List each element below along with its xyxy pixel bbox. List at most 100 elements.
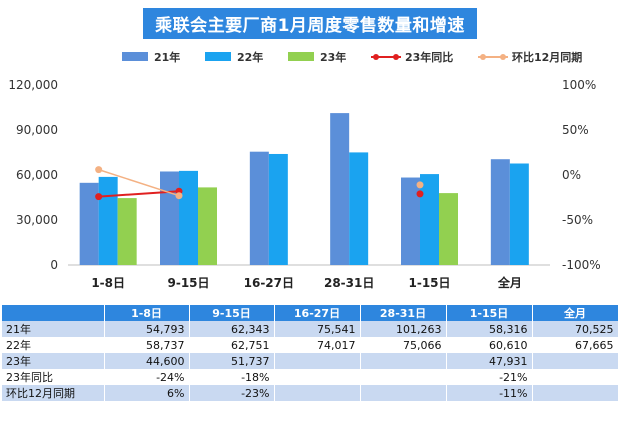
point-环比12月同期-1-8日	[95, 166, 103, 174]
legend-swatch-y21	[122, 52, 148, 61]
x-axis-category-label: 全月	[497, 275, 522, 290]
table-row-label: 环比12月同期	[2, 385, 105, 401]
table-row-label: 22年	[2, 337, 105, 353]
bar-21年-1-15日	[401, 177, 420, 265]
bar-22年-1-8日	[98, 176, 118, 265]
table-cell	[274, 353, 361, 369]
legend-label-mom: 环比12月同期	[512, 50, 582, 64]
bar-21年-28-31日	[330, 113, 350, 265]
bar-23年-1-15日	[439, 193, 458, 265]
table-cell: 54,793	[104, 321, 190, 337]
table-header-cell: 1-15日	[446, 305, 533, 321]
table-header-cell: 28-31日	[360, 305, 447, 321]
legend-marker-yoy	[393, 54, 399, 60]
table-row: 21年 54,793 62,343 75,541 101,263 58,316 70,525	[2, 321, 619, 337]
point-环比12月同期-9-15日	[175, 192, 183, 200]
table-cell	[532, 369, 619, 385]
table-cell: 75,541	[274, 321, 361, 337]
bar-21年-全月	[490, 159, 510, 265]
table-cell: 101,263	[360, 321, 447, 337]
x-axis-category-label: 16-27日	[244, 276, 294, 290]
table-cell	[532, 353, 619, 369]
bar-23年-9-15日	[198, 187, 217, 265]
table-cell: 60,610	[446, 337, 533, 353]
point-环比12月同期-1-15日	[416, 181, 424, 189]
table-cell	[360, 385, 447, 401]
table-row-label: 21年	[2, 321, 105, 337]
legend-label-y22: 22年	[237, 50, 263, 64]
chart-canvas: 0 30,000 60,000 90,000 120,000 -100% -50% 0% 50%…	[8, 50, 601, 290]
table-header-row: 1-8日 9-15日 16-27日 28-31日 1-15日 全月	[2, 305, 619, 321]
table-row: 23年 44,600 51,737 47,931	[2, 353, 619, 369]
legend-label-y23: 23年	[320, 50, 346, 64]
left-axis-tick-label: 90,000	[16, 123, 58, 137]
legend-swatch-y22	[205, 52, 231, 61]
right-axis-tick-label: 50%	[562, 123, 589, 137]
bar-23年-1-8日	[117, 198, 137, 265]
table-cell: 70,525	[532, 321, 619, 337]
bar-22年-9-15日	[179, 170, 198, 265]
table-cell: 62,343	[189, 321, 275, 337]
legend-marker-yoy	[373, 54, 379, 60]
table-cell: -18%	[189, 369, 275, 385]
bar-22年-16-27日	[268, 153, 288, 265]
table-cell	[274, 385, 361, 401]
data-table-wrap: 1-8日 9-15日 16-27日 28-31日 1-15日 全月 21年 54,793 62…	[2, 305, 619, 401]
point-23年同比-1-15日	[416, 190, 424, 198]
table-cell: 62,751	[189, 337, 275, 353]
table-row-label: 23年	[2, 353, 105, 369]
table-cell: -24%	[104, 369, 190, 385]
point-23年同比-1-8日	[95, 193, 103, 201]
x-axis-category-label: 1-8日	[91, 276, 125, 290]
table-cell: 75,066	[360, 337, 447, 353]
legend-marker-mom	[480, 54, 486, 60]
x-axis-category-label: 28-31日	[324, 276, 374, 290]
x-axis-category-label: 9-15日	[167, 276, 209, 290]
bar-21年-9-15日	[160, 171, 179, 265]
chart-legend: 21年 22年 23年 23年同比 环比12月同期	[122, 50, 582, 64]
table-header-cell: 16-27日	[274, 305, 361, 321]
table-cell: 47,931	[446, 353, 533, 369]
table-header-cell: 9-15日	[189, 305, 275, 321]
bar-22年-全月	[509, 163, 529, 265]
table-header-cell: 1-8日	[104, 305, 190, 321]
right-axis-tick-label: -100%	[562, 258, 601, 272]
table-cell: 51,737	[189, 353, 275, 369]
table-header-cell	[2, 305, 105, 321]
table-row-label: 23年同比	[2, 369, 105, 385]
data-table: 1-8日 9-15日 16-27日 28-31日 1-15日 全月 21年 54,793 62…	[2, 305, 619, 401]
right-axis-tick-label: 0%	[562, 168, 581, 182]
table-cell: 44,600	[104, 353, 190, 369]
table-cell: 74,017	[274, 337, 361, 353]
table-cell	[360, 353, 447, 369]
bar-22年-28-31日	[349, 152, 369, 265]
legend-swatch-y23	[288, 52, 314, 61]
line-segment-环比12月同期	[98, 168, 180, 197]
table-cell: 58,737	[104, 337, 190, 353]
left-axis-tick-label: 60,000	[16, 168, 58, 182]
table-cell: 6%	[104, 385, 190, 401]
table-cell: -21%	[446, 369, 533, 385]
bar-21年-16-27日	[249, 151, 269, 265]
x-axis-category-label: 1-15日	[408, 276, 450, 290]
legend-label-yoy: 23年同比	[405, 50, 453, 64]
left-axis-tick-label: 0	[50, 258, 58, 272]
right-axis-tick-label: 100%	[562, 78, 596, 92]
table-cell	[274, 369, 361, 385]
legend-label-y21: 21年	[154, 50, 180, 64]
chart-title-wrap: 乘联会主要厂商1月周度零售数量和增速	[0, 8, 620, 39]
bar-21年-1-8日	[79, 182, 99, 265]
right-axis-tick-label: -50%	[562, 213, 593, 227]
table-row: 环比12月同期 6% -23% -11%	[2, 385, 619, 401]
table-cell	[532, 385, 619, 401]
table-cell: 67,665	[532, 337, 619, 353]
table-header-cell: 全月	[532, 305, 619, 321]
chart-title: 乘联会主要厂商1月周度零售数量和增速	[143, 8, 477, 39]
legend-marker-mom	[500, 54, 506, 60]
table-body: 21年 54,793 62,343 75,541 101,263 58,316 70,525…	[2, 321, 619, 401]
left-axis-tick-label: 120,000	[8, 78, 58, 92]
table-cell: 58,316	[446, 321, 533, 337]
left-axis-tick-label: 30,000	[16, 213, 58, 227]
table-cell	[360, 369, 447, 385]
table-cell: -11%	[446, 385, 533, 401]
